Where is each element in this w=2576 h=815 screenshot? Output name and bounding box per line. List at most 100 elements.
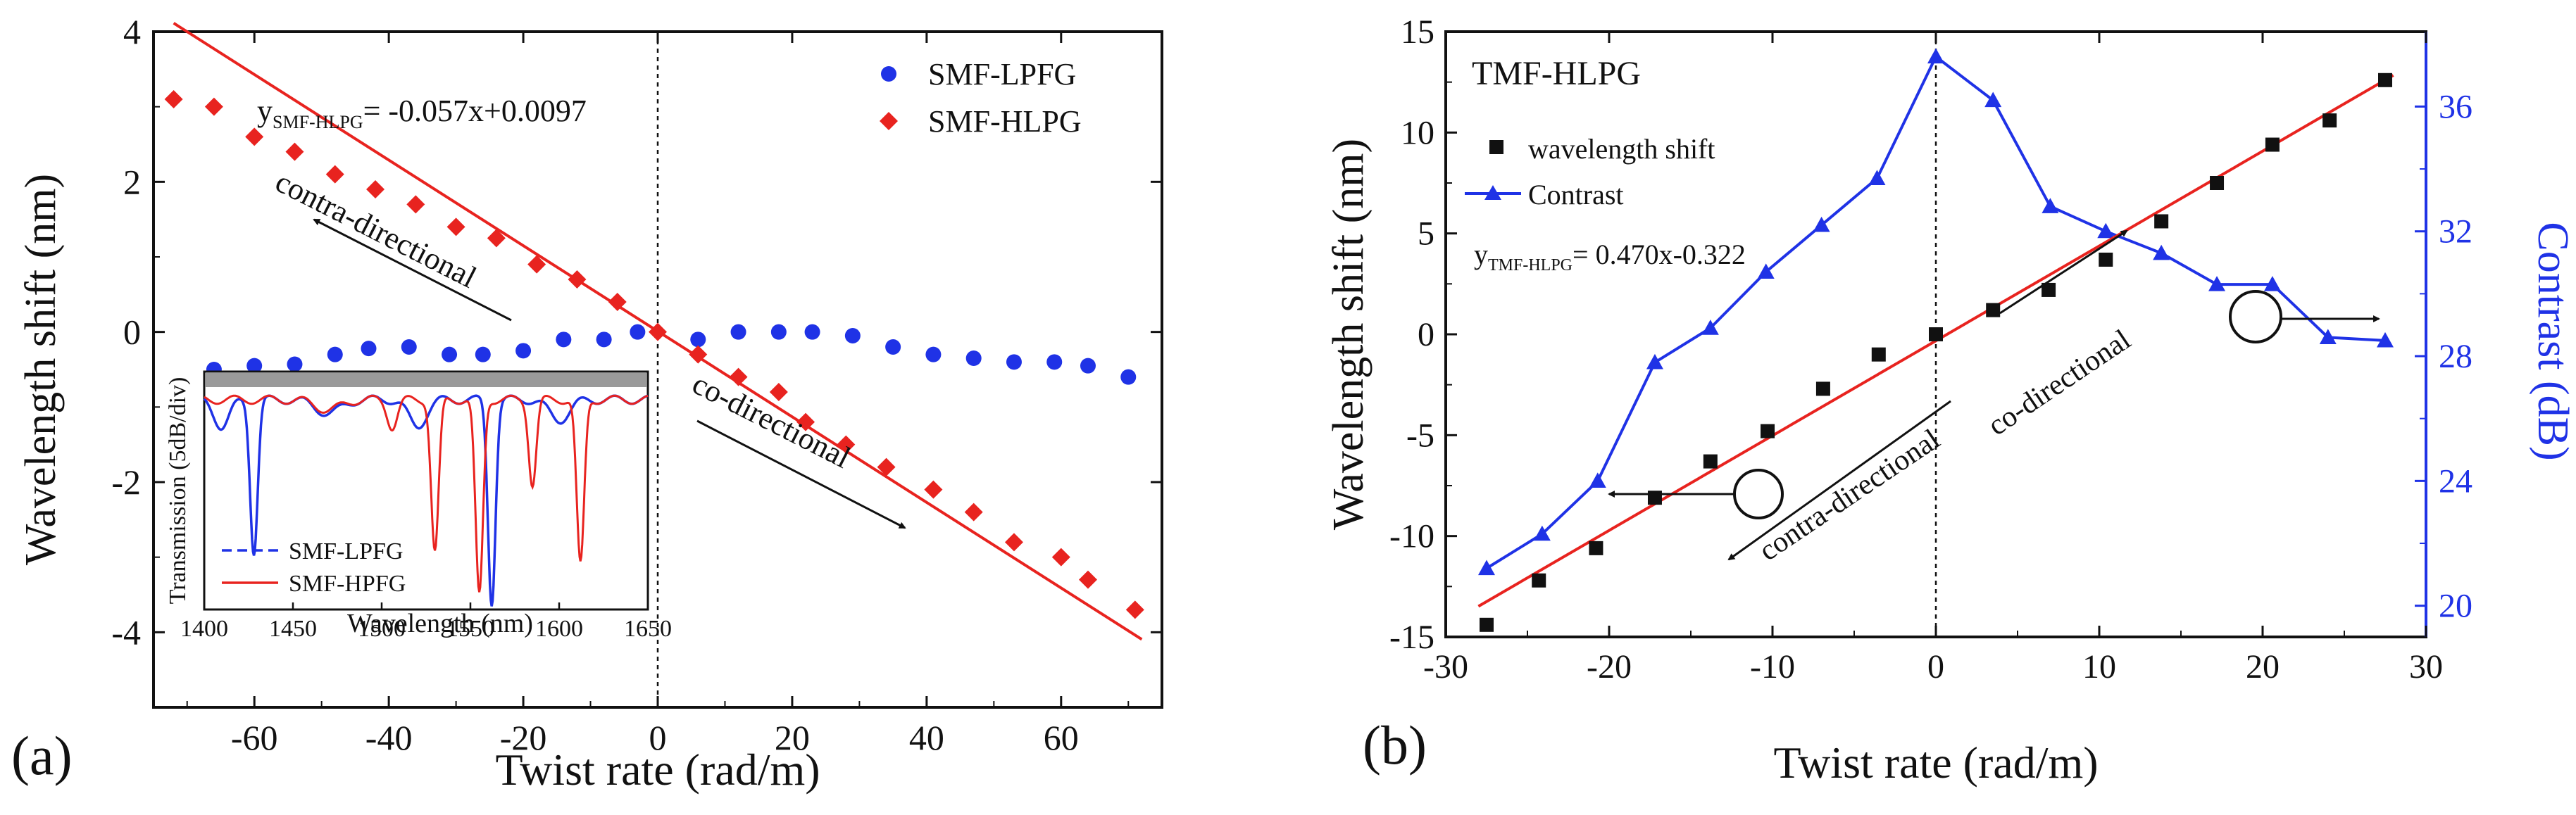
panel-a-smf-hlpg-point [204, 97, 223, 116]
panel-a-smf-hlpg-point [446, 217, 465, 236]
inset-ticks: 1400 1450 1500 1550 1600 1650 [180, 373, 672, 642]
panel-a-co-arrow [696, 419, 906, 529]
panel-a-legend-label: SMF-LPFG [928, 57, 1076, 91]
panel-a-smf-hlpg-point [1125, 600, 1144, 619]
panel-a-smf-hlpg-point [406, 195, 425, 214]
inset-x-tick-label: 1500 [358, 616, 406, 642]
inset-x-tick-label: 1400 [180, 616, 228, 642]
panel-b-wavelength-shift-point [1815, 381, 1830, 396]
panel-a-smf-hlpg-point [608, 293, 627, 311]
inset-top-band [206, 373, 646, 387]
panel-a-legend-label: SMF-HLPG [928, 104, 1082, 139]
panel-a-smf-lpfg-point [630, 324, 646, 340]
panel-a-smf-lpfg-point [1046, 354, 1063, 370]
panel-b-wavelength-shift-point [1761, 424, 1775, 438]
panel-a-smf-hlpg-point [366, 180, 385, 198]
panel-b-contrast-point [1701, 320, 1719, 335]
panel-b-contrast-point [2097, 222, 2115, 239]
panel-b-wavelength-shift-point [2265, 137, 2280, 152]
panel-b-wavelength-shift-point [2378, 72, 2392, 87]
panel-b-left-axis-marker-circle [1733, 469, 1784, 519]
panel-b-legend: wavelength shift Contrast [1465, 133, 1715, 210]
panel-a-x-tick-label: -60 [231, 718, 278, 757]
panel-a-smf-lpfg-point [287, 356, 303, 372]
panel-a-smf-lpfg-point [442, 346, 458, 362]
inset-x-tick-label: 1650 [624, 616, 672, 642]
panel-a-y-axis-label: Wavelength shift (nm) [17, 174, 65, 565]
panel-b-wavelength-shift-point [2154, 214, 2169, 229]
inset-x-axis-label: Wavelength (nm) [347, 609, 533, 638]
panel-b-contrast-point [1757, 263, 1775, 279]
panel-b-y-tick-label: -10 [1389, 518, 1434, 555]
panel-b-wavelength-shift-point [2322, 113, 2337, 128]
panel-b-x-tick-label: -30 [1423, 648, 1468, 686]
panel-b-y-axis-label: Wavelength shift (nm) [1325, 139, 1373, 530]
panel-a-smf-lpfg-point [596, 331, 612, 348]
panel-b-contrast-point [1984, 91, 2002, 108]
panel-a-smf-lpfg-point [1120, 369, 1137, 385]
inset-spectrum: 1400 1450 1500 1550 1600 1650 Wavelength (nm)… [165, 370, 672, 642]
panel-b-fit-equation-sub: TMF-HLPG [1488, 256, 1573, 274]
panel-a-smf-lpfg-point [690, 331, 706, 348]
panel-b-y-tick-label: 5 [1418, 215, 1434, 253]
panel-b-x-axis-label: Twist rate (rad/m) [1773, 738, 2098, 788]
panel-b-contrast-point [1533, 525, 1551, 541]
panel-b-y2-tick-label: 32 [2439, 213, 2472, 251]
inset-y-axis-label: Transmission (5dB/div) [165, 377, 191, 605]
panel-a-smf-hlpg-point [164, 90, 183, 108]
panel-b-wavelength-shift-point [1532, 573, 1546, 588]
inset-legend-label: SMF-LPFG [289, 538, 404, 564]
panel-a-legend: SMF-LPFG SMF-HLPG [880, 57, 1082, 139]
panel-a-smf-lpfg-point [965, 350, 982, 366]
panel-a-fit-equation: ySMF-HLPG= -0.057x+0.0097 [257, 94, 587, 132]
panel-a-y-tick-label: 4 [123, 12, 141, 51]
inset-smf-hpfg-spectrum [204, 394, 649, 593]
panel-a-smf-lpfg-point [804, 324, 820, 340]
panel-a-smf-lpfg-point [1080, 358, 1096, 374]
panel-a-smf-lpfg-point [361, 341, 377, 357]
panel-b-contrast-point [2377, 331, 2394, 348]
panel-b-y-tick-label: 15 [1401, 13, 1434, 51]
panel-b-wavelength-shift-point [1589, 541, 1603, 555]
panel-b-fit-equation-rest: = 0.470x-0.322 [1573, 239, 1746, 270]
panel-b-contrast-point [1868, 170, 1886, 185]
panel-a-x-tick-label: 20 [775, 718, 810, 757]
panel-a-y-tick-label: 0 [123, 312, 141, 352]
panel-b-wavelength-shift-point [1986, 303, 2001, 317]
panel-b-contra-arrow [1727, 400, 1951, 561]
panel-b-contrast-point [1927, 48, 1944, 64]
panel-b-y-tick-label: 10 [1401, 114, 1434, 151]
panel-a-fit-equation-rest: = -0.057x+0.0097 [363, 94, 587, 128]
panel-b-co-directional-label: co-directional [1982, 324, 2137, 443]
panel-b-wavelength-shift-point [1871, 347, 1886, 362]
panel-b-label: (b) [1363, 714, 1427, 776]
panel-a-smf-hlpg-point [729, 367, 748, 386]
panel-a-x-tick-label: 60 [1044, 718, 1079, 757]
panel-a-smf-lpfg-point [556, 331, 572, 348]
panel-a-legend-marker [880, 112, 898, 130]
inset-legend: SMF-LPFG SMF-HPFG [222, 538, 406, 597]
panel-b-contrast-point [2153, 244, 2170, 260]
inset-x-tick-label: 1450 [269, 616, 317, 642]
panel-a-smf-hlpg-point [245, 127, 264, 146]
panel-b-contrast-series [1478, 48, 2394, 576]
panel-b-legend-square-marker [1489, 140, 1503, 154]
panel-a-smf-hlpg-point [689, 345, 708, 364]
panel-a-smf-lpfg-point [925, 346, 942, 362]
panel-b-x-tick-label: -20 [1587, 648, 1632, 686]
panel-a-x-tick-label: -20 [500, 718, 547, 757]
panel-a-legend-marker [881, 66, 896, 82]
panel-b-contrast-point [2208, 276, 2226, 291]
panel-b-y-tick-label: -5 [1406, 417, 1434, 454]
panel-a-smf-hlpg-point [527, 255, 546, 274]
panel-a-fit-equation-y: y [257, 94, 273, 128]
panel-a-fit-equation-sub: SMF-HLPG [273, 112, 363, 132]
panel-b-wavelength-shift-point [2210, 176, 2225, 190]
panel-a-smf-lpfg-point [327, 346, 343, 362]
panel-a-data-points [164, 90, 1144, 619]
panel-a-smf-hlpg-point [837, 435, 856, 454]
panel-a-y-tick-label: -4 [111, 612, 141, 652]
panel-b-x-tick-label: 10 [2082, 648, 2116, 686]
